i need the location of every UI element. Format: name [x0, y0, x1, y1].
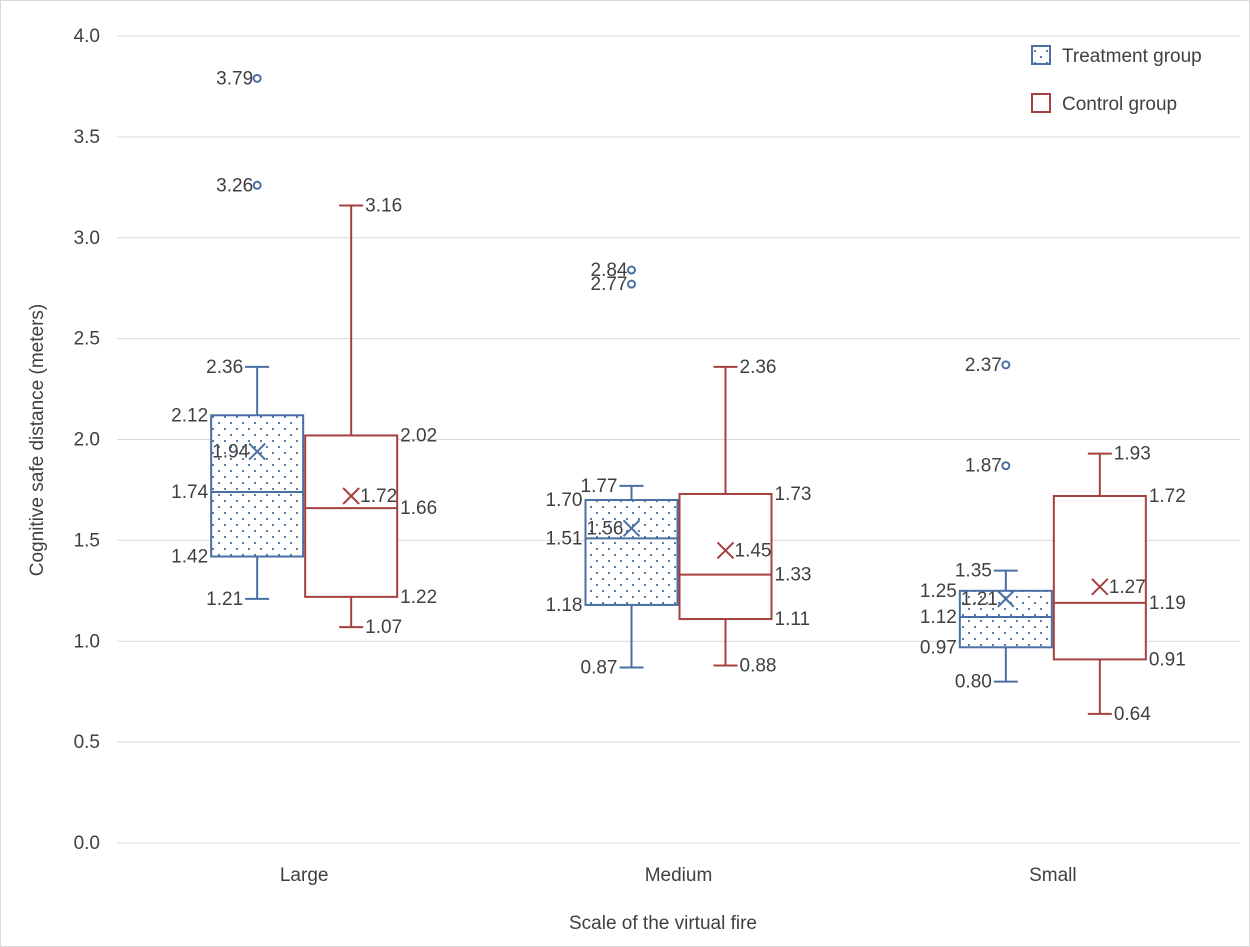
label-q3: 1.25: [920, 581, 957, 602]
y-axis-title: Cognitive safe distance (meters): [27, 304, 48, 576]
label-median: 1.12: [920, 607, 957, 628]
box-body: [1052, 494, 1147, 661]
axes: 0.0 0.5 1.0 1.5 2.0 2.5 3.0 3.5 4.0 Large Medium Sm…: [74, 26, 1240, 886]
label-max: 1.93: [1114, 444, 1151, 465]
box-background: [1053, 495, 1146, 660]
data-labels: 2.12 1.42 1.74 2.36 1.21 1.94 3.26 3.79 1.70 1.18…: [171, 68, 1186, 725]
label-max: 2.36: [740, 357, 777, 378]
label-mean: 1.45: [735, 540, 772, 561]
label-outlier: 1.87: [965, 456, 1002, 477]
mean-marker: [342, 487, 360, 505]
box-body: [584, 499, 679, 606]
label-min: 1.07: [365, 617, 402, 638]
box-background: [305, 435, 398, 597]
label-max: 2.36: [206, 357, 243, 378]
label-min: 0.80: [955, 672, 992, 693]
label-outlier: 2.37: [965, 355, 1002, 376]
y-tick-label: 3.0: [74, 228, 100, 249]
label-q3: 2.12: [171, 405, 208, 426]
label-min: 0.87: [581, 657, 618, 678]
box-medium-control: [678, 365, 773, 667]
legend-swatch: [1031, 45, 1051, 65]
box-body: [210, 414, 305, 558]
label-min: 1.21: [206, 589, 243, 610]
outlier-point: [627, 265, 636, 275]
y-tick-label: 3.5: [74, 127, 100, 148]
label-mean: 1.27: [1109, 577, 1146, 598]
label-q3: 1.73: [775, 484, 812, 505]
outlier-point: [252, 73, 262, 83]
label-max: 1.35: [955, 561, 992, 582]
label-min: 0.88: [740, 655, 777, 676]
label-q3: 1.72: [1149, 486, 1186, 507]
y-tick-label: 2.5: [74, 329, 100, 350]
label-median: 1.74: [171, 482, 208, 503]
boxes: [210, 73, 1147, 715]
outlier-point: [252, 180, 262, 190]
label-median: 1.19: [1149, 593, 1186, 614]
y-tick-label: 1.5: [74, 530, 100, 551]
label-mean: 1.21: [961, 589, 998, 610]
legend-swatch: [1031, 93, 1051, 113]
mean-marker: [716, 541, 735, 560]
label-median: 1.51: [546, 528, 583, 549]
legend: Treatment group Control group: [1031, 45, 1202, 115]
box-small-control: [1052, 452, 1147, 715]
legend-label: Treatment group: [1062, 46, 1202, 67]
label-min: 0.64: [1114, 704, 1151, 725]
x-axis-title: Scale of the virtual fire: [569, 913, 757, 934]
label-mean: 1.94: [212, 442, 249, 463]
label-q1: 1.22: [400, 587, 437, 608]
label-median: 1.66: [400, 498, 437, 519]
outlier-point: [627, 279, 636, 289]
label-q3: 1.70: [546, 490, 583, 511]
box-body: [304, 434, 399, 598]
x-category-label: Medium: [645, 865, 713, 886]
y-tick-label: 1.0: [74, 631, 100, 652]
y-tick-label: 0.0: [74, 833, 100, 854]
label-outlier: 3.26: [216, 175, 253, 196]
label-outlier: 3.79: [216, 68, 253, 89]
box-background: [679, 493, 772, 620]
label-q1: 0.91: [1149, 649, 1186, 670]
x-category-label: Large: [280, 865, 329, 886]
box-large-control: [304, 204, 399, 629]
label-mean: 1.56: [587, 518, 624, 539]
label-q1: 1.11: [775, 609, 811, 630]
mean-marker: [622, 519, 641, 537]
box-large-treatment: [210, 73, 305, 600]
label-q1: 1.42: [171, 547, 208, 568]
x-category-label: Small: [1029, 865, 1077, 886]
label-mean: 1.72: [360, 486, 397, 507]
mean-marker: [248, 442, 266, 461]
y-tick-label: 2.0: [74, 430, 100, 451]
label-q1: 1.18: [546, 595, 583, 616]
box-small-treatment: [958, 360, 1053, 683]
outlier-point: [1001, 360, 1011, 370]
outlier-point: [1001, 461, 1011, 471]
legend-label: Control group: [1062, 94, 1177, 115]
label-max: 1.77: [581, 476, 618, 497]
box-medium-treatment: [584, 265, 679, 669]
label-outlier: 2.84: [591, 260, 628, 281]
y-tick-label: 0.5: [74, 732, 100, 753]
mean-marker: [997, 590, 1015, 608]
y-tick-label: 4.0: [74, 26, 100, 47]
box-body: [678, 492, 773, 621]
mean-marker: [1091, 578, 1109, 596]
label-q3: 2.02: [400, 425, 437, 446]
label-outlier: 2.77: [591, 274, 628, 295]
label-max: 3.16: [365, 195, 402, 216]
label-q1: 0.97: [920, 637, 957, 658]
label-median: 1.33: [775, 565, 812, 586]
